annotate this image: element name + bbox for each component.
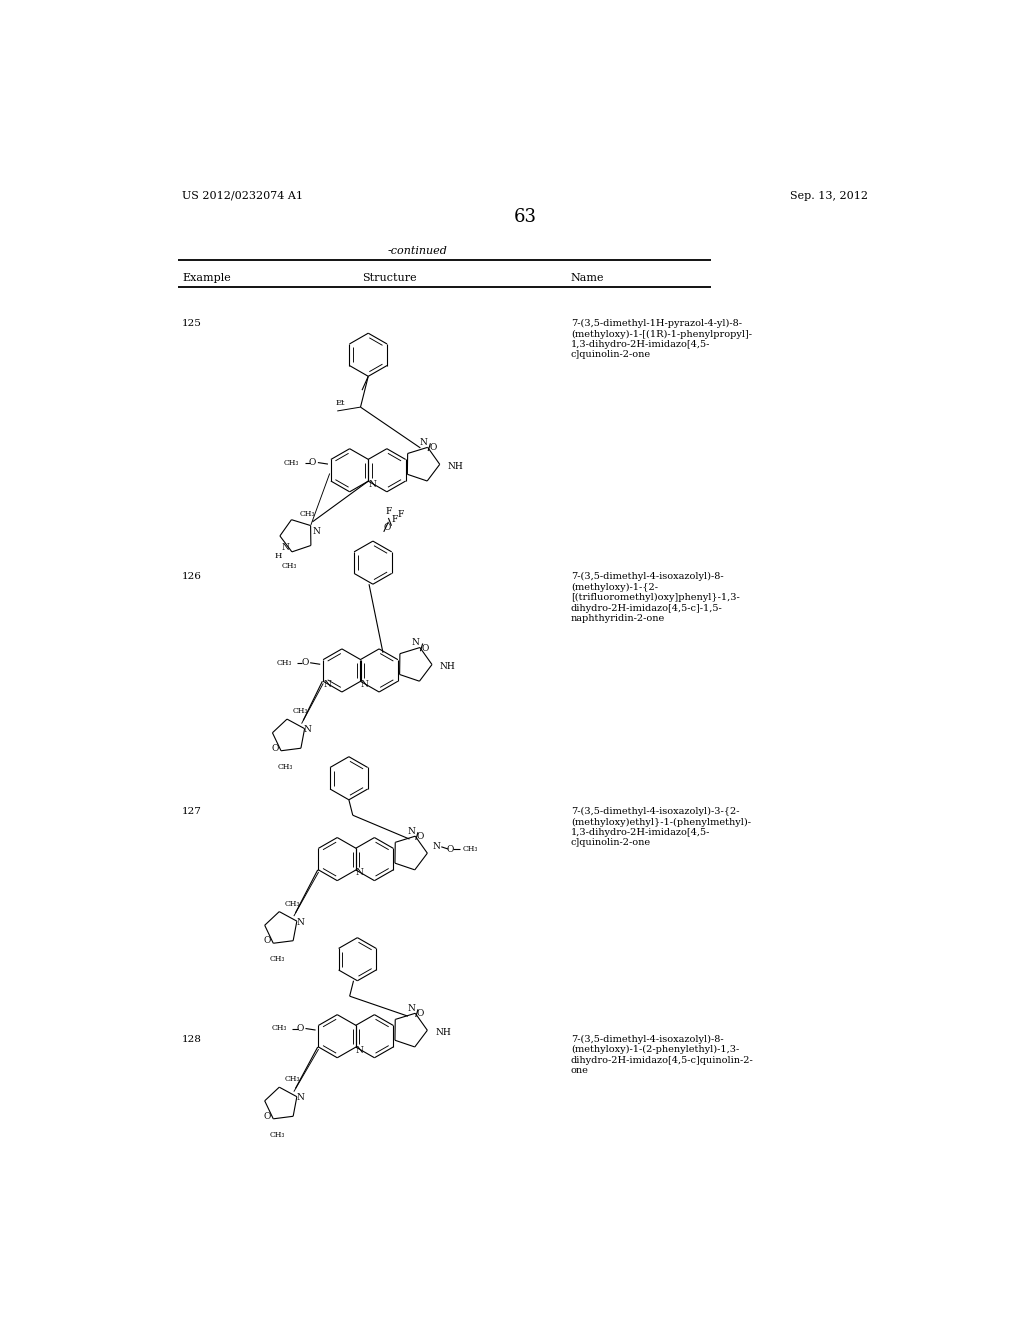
Text: Et: Et <box>336 399 345 408</box>
Text: NH: NH <box>447 462 463 471</box>
Text: NH: NH <box>439 663 456 671</box>
Text: O: O <box>417 1010 424 1018</box>
Text: O: O <box>383 523 390 532</box>
Text: N: N <box>355 869 364 878</box>
Text: 7-(3,5-dimethyl-1H-pyrazol-4-yl)-8-
(methyloxy)-1-[(1R)-1-phenylpropyl]-
1,3-dih: 7-(3,5-dimethyl-1H-pyrazol-4-yl)-8- (met… <box>570 319 752 359</box>
Text: N: N <box>369 479 377 488</box>
Text: -continued: -continued <box>388 246 447 256</box>
Text: F: F <box>397 510 404 519</box>
Text: CH₃: CH₃ <box>271 1024 287 1032</box>
Text: N: N <box>355 1045 364 1055</box>
Text: 63: 63 <box>513 209 537 226</box>
Text: CH₃: CH₃ <box>284 458 299 466</box>
Text: Name: Name <box>570 273 604 284</box>
Text: H: H <box>274 553 282 561</box>
Text: CH₃: CH₃ <box>300 510 315 519</box>
Text: O: O <box>421 644 429 652</box>
Text: Structure: Structure <box>362 273 417 284</box>
Text: O: O <box>264 936 271 945</box>
Text: N: N <box>360 680 368 689</box>
Text: N: N <box>304 725 311 734</box>
Text: 125: 125 <box>182 319 202 327</box>
Text: CH₃: CH₃ <box>285 1076 300 1084</box>
Text: F: F <box>391 515 397 524</box>
Text: N: N <box>420 438 427 447</box>
Text: N: N <box>296 1093 304 1102</box>
Text: 126: 126 <box>182 572 202 581</box>
Text: N: N <box>408 826 415 836</box>
Text: CH₃: CH₃ <box>282 562 297 570</box>
Text: O: O <box>429 444 436 453</box>
Text: CH₃: CH₃ <box>276 659 292 667</box>
Text: N: N <box>323 680 331 689</box>
Text: F: F <box>385 507 391 516</box>
Text: US 2012/0232074 A1: US 2012/0232074 A1 <box>182 191 303 201</box>
Text: N: N <box>296 917 304 927</box>
Text: O: O <box>417 833 424 841</box>
Text: Example: Example <box>182 273 230 284</box>
Text: O: O <box>301 659 308 667</box>
Text: 7-(3,5-dimethyl-4-isoxazolyl)-8-
(methyloxy)-1-(2-phenylethyl)-1,3-
dihydro-2H-i: 7-(3,5-dimethyl-4-isoxazolyl)-8- (methyl… <box>570 1035 754 1074</box>
Text: N: N <box>433 842 440 851</box>
Text: O: O <box>309 458 316 467</box>
Text: N: N <box>282 543 289 552</box>
Text: O: O <box>296 1024 304 1034</box>
Text: CH₃: CH₃ <box>462 845 477 853</box>
Text: CH₃: CH₃ <box>270 956 286 964</box>
Text: 128: 128 <box>182 1035 202 1044</box>
Text: N: N <box>312 528 321 536</box>
Text: 127: 127 <box>182 807 202 816</box>
Text: NH: NH <box>435 1028 451 1036</box>
Text: O: O <box>446 845 455 854</box>
Text: O: O <box>271 743 279 752</box>
Text: CH₃: CH₃ <box>270 1131 286 1139</box>
Text: O: O <box>264 1111 271 1121</box>
Text: Sep. 13, 2012: Sep. 13, 2012 <box>790 191 867 201</box>
Text: CH₃: CH₃ <box>285 900 300 908</box>
Text: 7-(3,5-dimethyl-4-isoxazolyl)-8-
(methyloxy)-1-{2-
[(trifluoromethyl)oxy]phenyl}: 7-(3,5-dimethyl-4-isoxazolyl)-8- (methyl… <box>570 572 739 623</box>
Text: N: N <box>412 639 420 647</box>
Text: CH₃: CH₃ <box>278 763 293 771</box>
Text: 7-(3,5-dimethyl-4-isoxazolyl)-3-{2-
(methyloxy)ethyl}-1-(phenylmethyl)-
1,3-dihy: 7-(3,5-dimethyl-4-isoxazolyl)-3-{2- (met… <box>570 807 751 847</box>
Text: N: N <box>408 1005 415 1012</box>
Text: CH₃: CH₃ <box>293 708 308 715</box>
